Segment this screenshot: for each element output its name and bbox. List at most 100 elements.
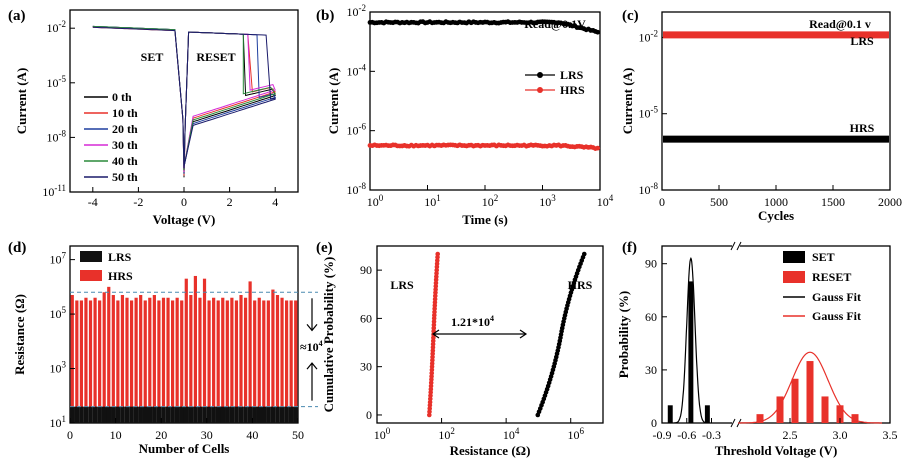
panel-d-bar-lrs: [261, 406, 267, 423]
panel-c-ytick-label: 10-5: [639, 105, 659, 121]
panel-d-bar-hrs: [216, 300, 220, 423]
panel-c-xtick-label: 1000: [764, 195, 788, 209]
panel-b-ytick-label: 10-6: [347, 122, 367, 138]
panel-d-bar-lrs: [92, 406, 98, 423]
panel-d-bar-hrs: [143, 300, 147, 423]
panel-f-bar-reset: [806, 361, 814, 423]
panel-f-legend-label: Gauss Fit: [812, 290, 861, 304]
panel-d-bar-lrs: [279, 406, 285, 423]
panel-d-bar-lrs: [270, 406, 276, 423]
panel-b-xtick-label: 103: [539, 193, 556, 209]
panel-d-bar-hrs: [125, 297, 129, 423]
panel-f-bar-set: [667, 405, 673, 423]
panel-d-bar-hrs: [257, 297, 261, 423]
panel-d-bar-lrs: [179, 406, 185, 423]
panel-b-point-HRS: [595, 145, 601, 151]
panel-d-bar-lrs: [138, 406, 143, 423]
panel-f-xlabel: Threshold Voltage (V): [715, 443, 838, 458]
panel-c-xtick-label: 0: [659, 195, 665, 209]
panel-d-bar-hrs: [243, 297, 248, 423]
panel-d-bar-hrs: [152, 295, 156, 423]
panel-d-bar-lrs: [133, 406, 139, 423]
panel-d-ylabel: Resistance (Ω): [12, 294, 27, 375]
panel-e-point-LRS: [431, 335, 436, 341]
panel-f-legend-label: RESET: [812, 270, 851, 284]
panel-e-ytick-label: 60: [360, 311, 372, 325]
panel-e-point-LRS: [430, 341, 436, 347]
panel-d-bar-lrs: [101, 406, 107, 423]
panel-f-xtick-label: 2.5: [783, 428, 798, 442]
panel-a-reset-label: RESET: [196, 50, 235, 64]
panel-d-bar-lrs: [115, 406, 121, 423]
panel-b-xtick-label: 100: [367, 193, 384, 209]
panel-e-frame: [376, 245, 604, 424]
panel-d-bar-lrs: [156, 406, 162, 423]
panel-f-break-top-2: [736, 241, 742, 251]
panel-e-arrowhead-left: [431, 329, 440, 339]
panel-e-point-HRS: [581, 251, 587, 257]
panel-d-bar-hrs: [230, 297, 234, 423]
panel-c-ytick-label: 10-8: [639, 181, 659, 197]
panel-b-xlabel: Time (s): [462, 212, 508, 227]
panel-c-xtick-label: 2000: [878, 195, 902, 209]
panel-b-legend-label: HRS: [560, 83, 585, 97]
panel-d-bar-hrs: [225, 300, 229, 423]
panel-a-legend-label: 10 th: [112, 106, 138, 120]
panel-f-legend-swatch: [783, 251, 805, 263]
panel-d-bar-hrs: [175, 297, 179, 423]
panel-e-arrowhead-right: [519, 329, 528, 339]
panel-f-gauss-fit-1: [674, 257, 708, 424]
panel-e-point-LRS: [431, 322, 437, 328]
panel-b-xtick-label: 101: [424, 193, 441, 209]
panel-d-bar-hrs: [70, 295, 74, 423]
panel-d-bar-hrs: [207, 300, 211, 423]
panel-f-xtick-label: -0.3: [702, 428, 721, 442]
panel-d-bar-hrs: [111, 295, 115, 423]
panel-a-xtick-label: 0: [181, 195, 187, 209]
panel-a-ytick-label: 10-5: [47, 74, 67, 90]
panel-c-ylabel: Current (A): [620, 68, 635, 135]
panel-c-title: Read@0.1 v: [809, 17, 871, 31]
panel-d-bar-hrs: [120, 295, 125, 423]
panel-d-bar-lrs: [188, 406, 194, 423]
panel-a-xtick-label: -4: [88, 195, 98, 209]
panel-d-bar-lrs: [88, 406, 93, 423]
panel-d-bar-lrs: [183, 406, 189, 423]
panel-d-bar-lrs: [215, 406, 221, 423]
panel-f-legend-label: Gauss Fit: [812, 309, 861, 323]
panel-d-bar-lrs: [252, 406, 257, 423]
panel-e-point-LRS: [430, 338, 436, 344]
panel-e-point-LRS: [431, 319, 437, 324]
panel-d-bar-lrs: [288, 406, 294, 423]
panel-d-bar-lrs: [83, 406, 89, 423]
panel-b-ytick-label: 10-2: [347, 3, 367, 19]
panel-a-xtick-label: 2: [227, 195, 233, 209]
panel-a-curve-50-th: [92, 26, 276, 169]
panel-d-arrowhead-top: [306, 324, 318, 332]
panel-c-hrs-label: HRS: [850, 121, 875, 135]
panel-d-bar-hrs: [275, 295, 280, 423]
panel-d-xlabel: Number of Cells: [139, 441, 230, 456]
panel-d-letter: (d): [8, 240, 26, 256]
panel-d-bar-hrs: [129, 300, 134, 423]
panel-a-iv-curves: (a) -4 -2 0 2 4 10-2 10-5 10-8 10-11 Voltage (V) Cu…: [8, 8, 299, 227]
panel-d-ytick-label: 103: [50, 360, 67, 376]
panel-f-xtick-label: -0.6: [677, 428, 696, 442]
panel-a-legend-label: 50 th: [112, 170, 138, 184]
panel-d-xtick-label: 50: [292, 428, 304, 442]
panel-d-cell-resistance: (d) ≈104 0 10 20 30 40 50 101 103 105 107 Number of …: [8, 240, 323, 456]
panel-d-bar-hrs: [189, 295, 193, 423]
panel-f-frame: [661, 245, 891, 424]
panel-d-legend-swatch: [80, 251, 102, 262]
panel-d-bar-lrs: [69, 406, 75, 423]
panel-d-bar-hrs: [221, 297, 225, 423]
panel-d-bar-lrs: [229, 406, 235, 423]
panel-d-bar-lrs: [206, 406, 212, 423]
panel-f-bar-reset: [791, 378, 799, 423]
panel-e-point-LRS: [431, 325, 437, 331]
panel-d-bar-hrs: [107, 286, 111, 423]
panel-e-point-LRS: [435, 251, 440, 257]
panel-c-lrs-label: LRS: [850, 34, 874, 48]
panel-d-bar-hrs: [193, 275, 197, 423]
panel-e-xtick-label: 104: [503, 426, 520, 442]
